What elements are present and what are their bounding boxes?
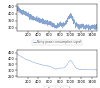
Legend: Noisy power consumption signal: Noisy power consumption signal [32, 40, 82, 45]
Legend: Denoised signal: Denoised signal [44, 86, 70, 88]
